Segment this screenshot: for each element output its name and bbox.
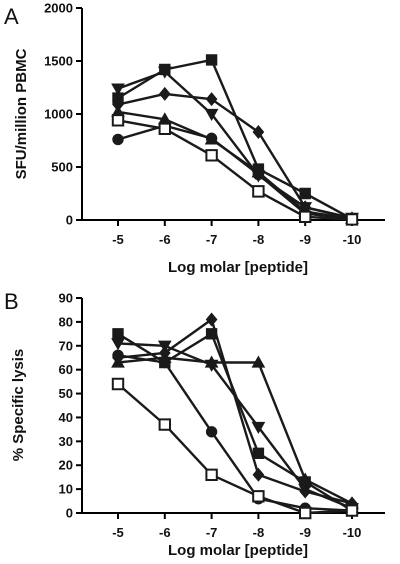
data-point [252,490,265,503]
data-point [205,426,218,438]
y-axis-title-a: SFU/million PBMC [13,48,30,179]
series-line [117,92,353,220]
data-point [157,66,172,79]
data-point [112,133,124,146]
y-tick-label: 70 [59,338,73,353]
y-axis-title-b: % Specific lysis [10,349,27,462]
series-open-square [111,114,359,226]
y-tick-label: 50 [59,386,73,401]
y-tick-label: 90 [59,291,73,306]
y-tick-label: 30 [59,434,73,449]
data-point [252,447,265,459]
data-point [205,54,218,66]
data-point [112,328,124,340]
x-tick-label: -7 [206,232,218,247]
chart-b: B % Specific lysis Log molar [peptide] 0… [4,289,385,559]
x-axis-title-b: Log molar [peptide] [168,542,308,559]
x-tick-label: -6 [159,525,171,540]
series-open-square [111,377,359,520]
x-tick-label: -5 [112,232,124,247]
y-tick-label: 0 [66,213,73,228]
data-point [111,338,125,351]
y-tick-label: 60 [59,362,73,377]
series-filled-down-triangle [111,66,359,225]
y-tick-label: 2000 [44,1,73,16]
series-filled-up-triangle [111,104,359,225]
series-line [117,318,353,505]
x-tick-label: -8 [253,232,265,247]
x-tick-label: -9 [299,525,311,540]
data-point [252,168,265,181]
y-tick-label: 20 [59,458,73,473]
panel-label-a: A [4,4,19,29]
x-tick-label: -7 [206,525,218,540]
data-point [204,355,219,368]
series-line [117,342,353,510]
series-line [117,119,353,221]
data-point [205,149,218,162]
series-line [117,356,353,505]
series-line [117,70,353,220]
x-tick-label: -10 [343,232,362,247]
data-point [252,467,265,482]
data-point [111,114,125,127]
x-tick-label: -10 [343,525,362,540]
y-tick-label: 1500 [44,54,73,69]
data-point [158,418,171,431]
data-point [299,484,312,499]
data-point [111,377,125,391]
data-point [158,122,171,136]
data-point [299,506,312,520]
x-axis-title-a: Log molar [peptide] [168,259,308,276]
data-point [251,421,266,435]
data-point [252,125,265,139]
data-point [159,356,171,369]
series-line [117,58,353,220]
data-point [205,468,218,481]
data-point [298,472,313,485]
series-filled-square [112,54,358,225]
y-tick-label: 80 [59,314,73,329]
data-point [205,132,218,145]
x-tick-label: -5 [112,525,124,540]
data-point [205,312,218,327]
x-tick-label: -9 [299,232,311,247]
data-point [204,108,219,122]
panel-label-b: B [4,289,19,314]
series-line [117,354,353,512]
x-tick-label: -8 [253,525,265,540]
x-tick-label: -6 [159,232,171,247]
chart-a: A SFU/million PBMC Log molar [peptide] 0… [4,1,385,276]
y-tick-label: 1000 [44,107,73,122]
series-line [117,383,353,515]
data-point [205,92,218,107]
data-point [111,355,125,368]
data-point [252,185,265,198]
data-point [299,210,312,224]
data-point [251,355,266,368]
data-point [299,187,311,200]
data-point [345,213,359,226]
data-point [345,504,359,517]
data-point [111,83,125,96]
data-point [158,86,171,101]
y-tick-label: 40 [59,410,73,425]
y-tick-label: 10 [59,482,73,497]
y-tick-label: 0 [66,506,73,521]
data-point [112,349,124,362]
y-tick-label: 500 [51,160,73,175]
